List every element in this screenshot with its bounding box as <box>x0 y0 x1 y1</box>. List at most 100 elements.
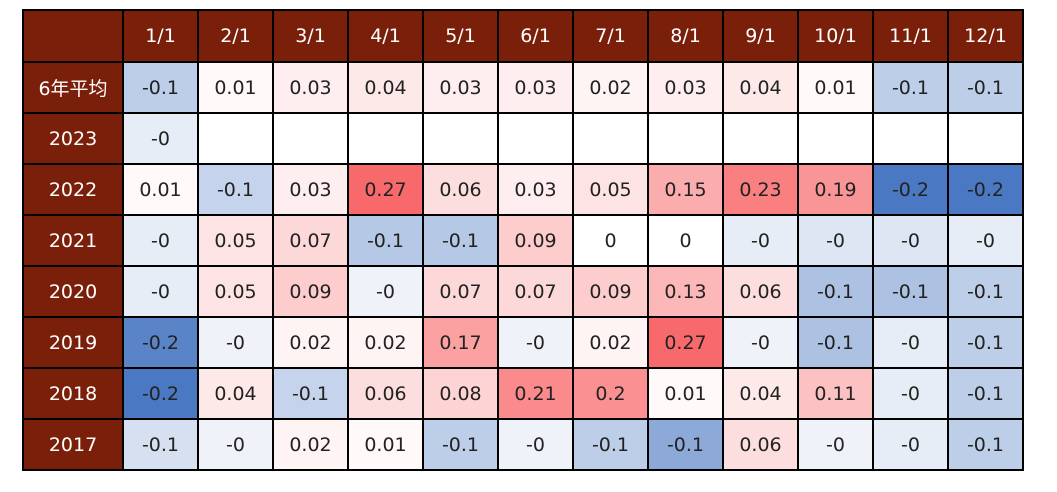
table-row: 2019 -0.2 -0 0.02 0.02 0.17 -0 0.02 0.27 -0 -0.1 -0… <box>22 316 1024 369</box>
column-header: 6/1 <box>497 9 574 63</box>
heatmap-cell: 0.17 <box>422 316 499 369</box>
heatmap-cell: -0 <box>722 214 799 267</box>
row-header: 6年平均 <box>22 61 124 114</box>
heatmap-cell: -0 <box>122 112 199 165</box>
heatmap-cell: 0.05 <box>197 265 274 318</box>
heatmap-cell: -0.1 <box>947 418 1024 471</box>
heatmap-cell: 0 <box>572 214 649 267</box>
heatmap-cell: 0.03 <box>497 163 574 216</box>
table-row: 6年平均 -0.1 0.01 0.03 0.04 0.03 0.03 0.02 0.03 0.04… <box>22 61 1024 114</box>
table-row: 2020 -0 0.05 0.09 -0 0.07 0.07 0.09 0.13 0.06 -0.1… <box>22 265 1024 318</box>
column-header: 11/1 <box>872 9 949 63</box>
heatmap-cell <box>197 112 274 165</box>
heatmap-cell: 0.07 <box>497 265 574 318</box>
table-row: 2022 0.01 -0.1 0.03 0.27 0.06 0.03 0.05 0.15 0.23… <box>22 163 1024 216</box>
column-header: 7/1 <box>572 9 649 63</box>
heatmap-cell: 0.03 <box>272 61 349 114</box>
heatmap-body: 6年平均 -0.1 0.01 0.03 0.04 0.03 0.03 0.02 0.03 0.04… <box>22 61 1024 471</box>
column-header: 3/1 <box>272 9 349 63</box>
heatmap-cell: 0.27 <box>347 163 424 216</box>
heatmap-cell: 0.04 <box>347 61 424 114</box>
heatmap-cell: 0.02 <box>572 61 649 114</box>
heatmap-cell: 0.02 <box>272 316 349 369</box>
heatmap-cell: 0.08 <box>422 367 499 420</box>
heatmap-cell <box>572 112 649 165</box>
heatmap-cell: 0.03 <box>497 61 574 114</box>
heatmap-cell: 0.01 <box>347 418 424 471</box>
heatmap-cell: 0.11 <box>797 367 874 420</box>
heatmap-cell: 0.04 <box>197 367 274 420</box>
heatmap-cell: -0 <box>872 316 949 369</box>
heatmap-cell: -0 <box>872 418 949 471</box>
header-row: 1/1 2/1 3/1 4/1 5/1 6/1 7/1 8/1 9/1 10/1… <box>22 9 1024 63</box>
heatmap-cell: -0.2 <box>872 163 949 216</box>
row-header: 2023 <box>22 112 124 165</box>
heatmap-cell: -0 <box>497 418 574 471</box>
heatmap-cell: -0.1 <box>122 61 199 114</box>
heatmap-cell: 0.09 <box>572 265 649 318</box>
table-row: 2021 -0 0.05 0.07 -0.1 -0.1 0.09 0 0 -0 -0 -0 -0 <box>22 214 1024 267</box>
heatmap-cell: -0.1 <box>872 61 949 114</box>
row-header: 2020 <box>22 265 124 318</box>
heatmap-cell: -0 <box>947 214 1024 267</box>
heatmap-cell: -0.1 <box>872 265 949 318</box>
heatmap-cell <box>947 112 1024 165</box>
heatmap-cell: -0 <box>797 214 874 267</box>
row-header: 2017 <box>22 418 124 471</box>
heatmap-cell: 0.07 <box>272 214 349 267</box>
table-row: 2017 -0.1 -0 0.02 0.01 -0.1 -0 -0.1 -0.1 0.06 -0 -0… <box>22 418 1024 471</box>
heatmap-cell: 0.02 <box>347 316 424 369</box>
heatmap-cell: -0.1 <box>647 418 724 471</box>
heatmap-cell: -0.1 <box>947 265 1024 318</box>
heatmap-cell: 0.21 <box>497 367 574 420</box>
heatmap-cell: 0.02 <box>272 418 349 471</box>
heatmap-cell: -0 <box>122 265 199 318</box>
heatmap-cell: -0 <box>722 316 799 369</box>
heatmap-cell <box>647 112 724 165</box>
heatmap-cell: -0.1 <box>797 316 874 369</box>
heatmap-cell: 0.06 <box>722 418 799 471</box>
heatmap-cell: 0.2 <box>572 367 649 420</box>
column-header: 9/1 <box>722 9 799 63</box>
heatmap-table: 1/1 2/1 3/1 4/1 5/1 6/1 7/1 8/1 9/1 10/1… <box>22 9 1024 471</box>
heatmap-cell: 0.27 <box>647 316 724 369</box>
heatmap-cell: 0 <box>647 214 724 267</box>
column-header: 5/1 <box>422 9 499 63</box>
heatmap-cell: 0.04 <box>722 61 799 114</box>
row-header: 2019 <box>22 316 124 369</box>
heatmap-cell: 0.13 <box>647 265 724 318</box>
column-header: 2/1 <box>197 9 274 63</box>
heatmap-cell: 0.01 <box>122 163 199 216</box>
heatmap-cell: -0.1 <box>422 214 499 267</box>
heatmap-cell: -0.1 <box>572 418 649 471</box>
heatmap-cell: 0.19 <box>797 163 874 216</box>
heatmap-cell: 0.05 <box>572 163 649 216</box>
heatmap-cell <box>722 112 799 165</box>
heatmap-cell: 0.15 <box>647 163 724 216</box>
heatmap-cell: -0 <box>797 418 874 471</box>
heatmap-cell: 0.23 <box>722 163 799 216</box>
heatmap-cell: -0.1 <box>122 418 199 471</box>
heatmap-cell: 0.03 <box>422 61 499 114</box>
heatmap-cell: -0 <box>872 367 949 420</box>
column-header: 1/1 <box>122 9 199 63</box>
heatmap-cell: -0.1 <box>197 163 274 216</box>
heatmap-cell: 0.03 <box>272 163 349 216</box>
heatmap-cell <box>797 112 874 165</box>
heatmap-cell: 0.05 <box>197 214 274 267</box>
table-row: 2023 -0 <box>22 112 1024 165</box>
heatmap-cell <box>422 112 499 165</box>
table-row: 2018 -0.2 0.04 -0.1 0.06 0.08 0.21 0.2 0.01 0.04 0… <box>22 367 1024 420</box>
heatmap-cell <box>347 112 424 165</box>
heatmap-cell: -0 <box>122 214 199 267</box>
heatmap-cell: 0.09 <box>272 265 349 318</box>
heatmap-cell: -0 <box>197 418 274 471</box>
heatmap-cell: 0.03 <box>647 61 724 114</box>
column-header: 4/1 <box>347 9 424 63</box>
heatmap-cell: 0.01 <box>197 61 274 114</box>
heatmap-cell: 0.07 <box>422 265 499 318</box>
heatmap-cell: -0 <box>872 214 949 267</box>
row-header: 2021 <box>22 214 124 267</box>
heatmap-cell <box>872 112 949 165</box>
column-header: 12/1 <box>947 9 1024 63</box>
